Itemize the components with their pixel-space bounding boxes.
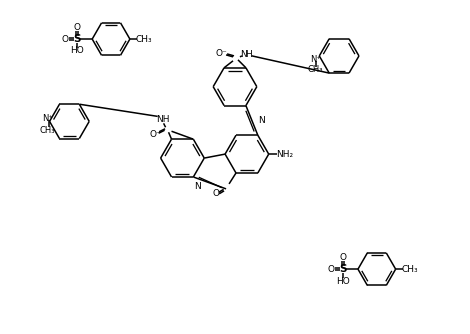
Text: H: H	[245, 50, 252, 59]
Text: N: N	[241, 50, 247, 59]
Text: N: N	[258, 116, 265, 125]
Text: N: N	[194, 182, 201, 191]
Text: O⁻: O⁻	[150, 130, 162, 139]
Text: O: O	[212, 189, 219, 198]
Text: CH₃: CH₃	[40, 126, 55, 135]
Text: O: O	[328, 265, 335, 274]
Text: O: O	[74, 23, 81, 32]
Text: O⁻: O⁻	[215, 49, 227, 58]
Text: N⁺: N⁺	[42, 114, 53, 123]
Text: HO: HO	[336, 277, 350, 286]
Text: S: S	[74, 34, 81, 44]
Text: CH₃: CH₃	[135, 35, 152, 43]
Text: CH₃: CH₃	[401, 265, 418, 274]
Text: O: O	[340, 253, 346, 262]
Text: O: O	[62, 35, 69, 43]
Text: NH: NH	[156, 115, 169, 124]
Text: HO: HO	[70, 46, 84, 55]
Text: CH₃: CH₃	[307, 65, 323, 74]
Text: S: S	[339, 264, 347, 274]
Text: NH₂: NH₂	[276, 150, 293, 159]
Text: N⁺: N⁺	[310, 55, 321, 64]
